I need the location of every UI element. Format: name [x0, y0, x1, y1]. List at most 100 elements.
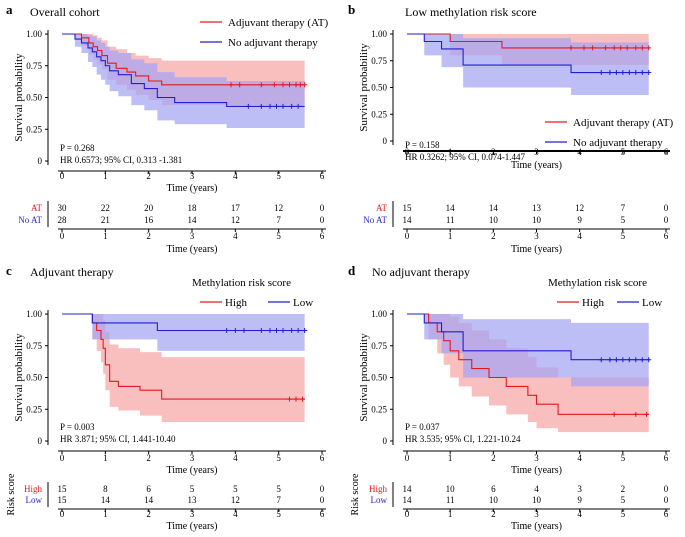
panel-title: Adjuvant therapy	[30, 265, 114, 279]
censor-mark	[287, 396, 292, 402]
risk-count: 17	[231, 203, 241, 213]
risk-count: 0	[320, 495, 325, 505]
risk-count: 10	[489, 215, 499, 225]
risk-count: 10	[489, 495, 499, 505]
risk-x-tick-label: 4	[577, 231, 582, 241]
y-tick-label: 0	[38, 436, 43, 446]
risk-count: 22	[101, 203, 110, 213]
censor-mark	[267, 103, 273, 109]
survival-curve-low	[62, 313, 305, 332]
x-tick-label: 1	[448, 453, 453, 463]
censor-mark	[646, 357, 652, 363]
risk-x-tick-label: 4	[233, 509, 238, 519]
x-tick-label: 4	[233, 171, 238, 181]
risk-count: 12	[231, 215, 240, 225]
x-tick-label: 6	[320, 171, 325, 181]
censor-mark	[598, 357, 604, 363]
x-tick-label: 2	[146, 171, 151, 181]
risk-x-tick-label: 4	[233, 231, 238, 241]
p-value: P = 0.037	[405, 422, 440, 432]
x-tick-label: 5	[621, 147, 626, 157]
risk-count: 10	[446, 484, 456, 494]
ci-band-no-at	[62, 34, 305, 128]
x-tick-label: 4	[577, 453, 582, 463]
risk-x-tick-label: 0	[60, 509, 65, 519]
y-tick-label: 0	[38, 156, 43, 166]
risk-count: 10	[532, 215, 542, 225]
y-tick-label: 0.75	[371, 56, 387, 66]
ci-band-high	[62, 314, 305, 422]
censor-mark	[237, 82, 243, 88]
y-axis-label: Survival probability	[358, 43, 370, 132]
risk-count: 15	[403, 203, 413, 213]
risk-count: 6	[146, 484, 151, 494]
risk-x-tick-label: 1	[103, 509, 108, 519]
y-tick-label: 0.50	[371, 83, 387, 93]
legend-label: Low	[293, 297, 313, 309]
risk-count: 16	[144, 215, 154, 225]
censor-mark	[633, 411, 639, 417]
risk-count: 9	[577, 215, 582, 225]
x-tick-label: 2	[491, 147, 496, 157]
censor-mark	[289, 103, 295, 109]
legend-label: Adjuvant therapy (AT)	[228, 17, 329, 29]
panel-letter: b	[348, 2, 355, 17]
censor-mark	[300, 396, 305, 402]
censor-mark	[639, 45, 645, 51]
x-axis-label: Time (years)	[511, 465, 562, 476]
risk-x-tick-label: 3	[534, 509, 539, 519]
survival-curve-at	[407, 33, 649, 49]
risk-count: 15	[58, 484, 68, 494]
risk-x-tick-label: 2	[491, 231, 496, 241]
risk-count: 7	[621, 203, 626, 213]
censor-mark	[232, 328, 238, 334]
censor-mark	[302, 82, 308, 88]
risk-x-tick-label: 3	[534, 231, 539, 241]
censor-mark	[618, 45, 624, 51]
censor-mark	[620, 357, 626, 363]
legend-title: Methylation risk score	[192, 277, 291, 289]
x-tick-label: 4	[233, 453, 238, 463]
y-tick-label: 0.25	[26, 124, 42, 134]
risk-count: 6	[491, 484, 496, 494]
censor-mark	[293, 396, 299, 402]
risk-x-tick-label: 6	[320, 509, 325, 519]
x-tick-label: 1	[448, 147, 453, 157]
risk-count: 20	[144, 203, 154, 213]
risk-x-tick-label: 6	[664, 509, 669, 519]
censor-mark	[626, 70, 632, 76]
y-tick-label: 1.00	[371, 309, 387, 319]
risk-count: 9	[577, 495, 582, 505]
risk-x-tick-label: 5	[276, 231, 281, 241]
censor-mark	[295, 103, 301, 109]
risk-x-tick-label: 1	[103, 231, 108, 241]
risk-count: 5	[621, 495, 626, 505]
risk-x-tick-label: 6	[320, 231, 325, 241]
risk-count: 21	[101, 215, 110, 225]
risk-count: 14	[403, 484, 413, 494]
x-tick-label: 1	[103, 171, 108, 181]
censor-mark	[568, 45, 574, 51]
y-tick-label: 0	[383, 136, 388, 146]
risk-count: 5	[621, 215, 626, 225]
risk-row-label: No AT	[18, 215, 42, 225]
p-value: P = 0.003	[60, 422, 95, 432]
risk-count: 14	[446, 203, 456, 213]
y-tick-label: 0.50	[26, 93, 42, 103]
censor-mark	[607, 70, 613, 76]
survival-curve-high	[407, 313, 649, 415]
risk-count: 0	[664, 495, 669, 505]
risk-count: 0	[664, 215, 669, 225]
risk-x-tick-label: 5	[276, 509, 281, 519]
x-tick-label: 5	[276, 453, 281, 463]
censor-mark	[297, 82, 303, 88]
risk-count: 12	[274, 203, 283, 213]
risk-count: 12	[231, 495, 240, 505]
risk-count: 12	[575, 203, 584, 213]
x-tick-label: 5	[621, 453, 626, 463]
panel-title: Overall cohort	[30, 5, 100, 19]
risk-count: 0	[664, 203, 669, 213]
censor-mark	[644, 411, 650, 417]
risk-count: 14	[403, 495, 413, 505]
risk-x-tick-label: 1	[448, 509, 453, 519]
